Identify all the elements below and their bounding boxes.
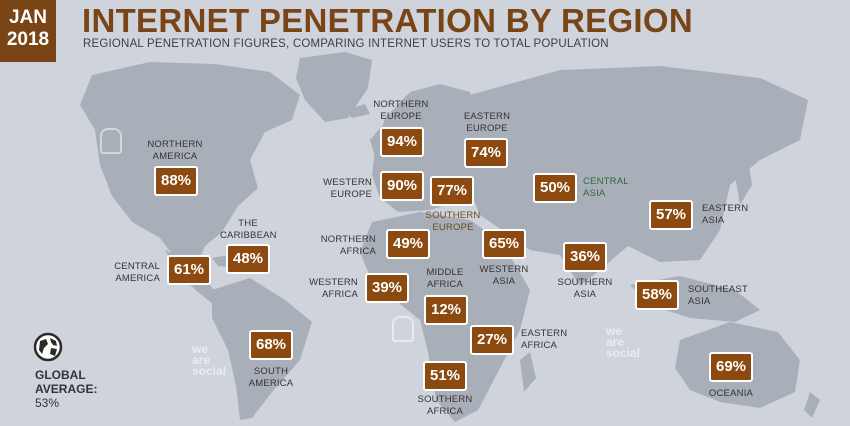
- value-box-western-europe: 90%: [380, 171, 424, 201]
- value-box-central-asia: 50%: [533, 173, 577, 203]
- landmass-new-zealand: [804, 392, 820, 418]
- label-northern-africa: NORTHERN AFRICA: [320, 234, 376, 257]
- value-box-northern-america: 88%: [154, 166, 198, 196]
- label-oceania: OCEANIA: [708, 388, 754, 399]
- value-box-middle-africa: 12%: [424, 295, 468, 325]
- owl-logo-icon: [100, 128, 122, 154]
- page-title: INTERNET PENETRATION BY REGION: [82, 2, 693, 39]
- owl-logo-icon: [392, 316, 414, 342]
- label-south-america: SOUTH AMERICA: [248, 366, 294, 389]
- label-northern-europe: NORTHERN EUROPE: [373, 99, 429, 122]
- landmass-madagascar: [520, 352, 536, 392]
- value-box-eastern-asia: 57%: [649, 200, 693, 230]
- label-middle-africa: MIDDLE AFRICA: [426, 267, 464, 290]
- value-box-eastern-africa: 27%: [470, 325, 514, 355]
- label-southern-europe: SOUTHERN EUROPE: [425, 210, 481, 233]
- value-box-southern-europe: 77%: [430, 176, 474, 206]
- label-western-asia: WESTERN ASIA: [479, 264, 529, 287]
- label-eastern-asia: EASTERN ASIA: [702, 203, 749, 226]
- global-average-label-line-1: GLOBAL: [35, 368, 86, 382]
- value-box-south-america: 68%: [249, 330, 293, 360]
- landmass-japan: [735, 160, 752, 205]
- landmass-iceland: [345, 104, 370, 118]
- label-the-caribbean: THE CARIBBEAN: [220, 218, 277, 241]
- label-eastern-europe: EASTERN EUROPE: [463, 111, 511, 134]
- global-average-value: 53%: [35, 396, 60, 410]
- label-northern-america: NORTHERN AMERICA: [147, 139, 203, 162]
- label-southern-africa: SOUTHERN AFRICA: [417, 394, 473, 417]
- label-eastern-africa: EASTERN AFRICA: [521, 328, 568, 351]
- page-subtitle: REGIONAL PENETRATION FIGURES, COMPARING …: [83, 38, 609, 50]
- value-box-the-caribbean: 48%: [226, 244, 270, 274]
- globe-icon: [33, 332, 63, 362]
- label-southeast-asia: SOUTHEAST ASIA: [688, 284, 748, 307]
- label-central-america: CENTRAL AMERICA: [114, 261, 160, 284]
- label-central-asia: CENTRAL ASIA: [583, 176, 629, 199]
- value-box-southern-africa: 51%: [423, 361, 467, 391]
- value-box-central-america: 61%: [167, 255, 211, 285]
- landmass-greenland: [296, 52, 372, 122]
- global-average-label-line-2: AVERAGE:: [35, 382, 98, 396]
- value-box-western-asia: 65%: [482, 229, 526, 259]
- value-box-southeast-asia: 58%: [635, 280, 679, 310]
- value-box-eastern-europe: 74%: [464, 138, 508, 168]
- value-box-southern-asia: 36%: [563, 242, 607, 272]
- landmass-asia: [465, 66, 808, 286]
- value-box-oceania: 69%: [709, 352, 753, 382]
- label-western-europe: WESTERN EUROPE: [323, 177, 372, 200]
- value-box-northern-africa: 49%: [386, 229, 430, 259]
- label-western-africa: WESTERN AFRICA: [309, 277, 358, 300]
- watermark-we-are-social: we are social: [192, 342, 227, 378]
- value-box-western-africa: 39%: [365, 273, 409, 303]
- date-badge-year: 2018: [6, 29, 50, 50]
- watermark-we-are-social: we are social: [606, 324, 641, 360]
- value-box-northern-europe: 94%: [380, 127, 424, 157]
- date-badge-month: JAN: [8, 7, 47, 28]
- label-southern-asia: SOUTHERN ASIA: [557, 277, 613, 300]
- date-badge: JAN 2018: [0, 0, 56, 62]
- global-average: GLOBAL AVERAGE: 53%: [35, 368, 97, 410]
